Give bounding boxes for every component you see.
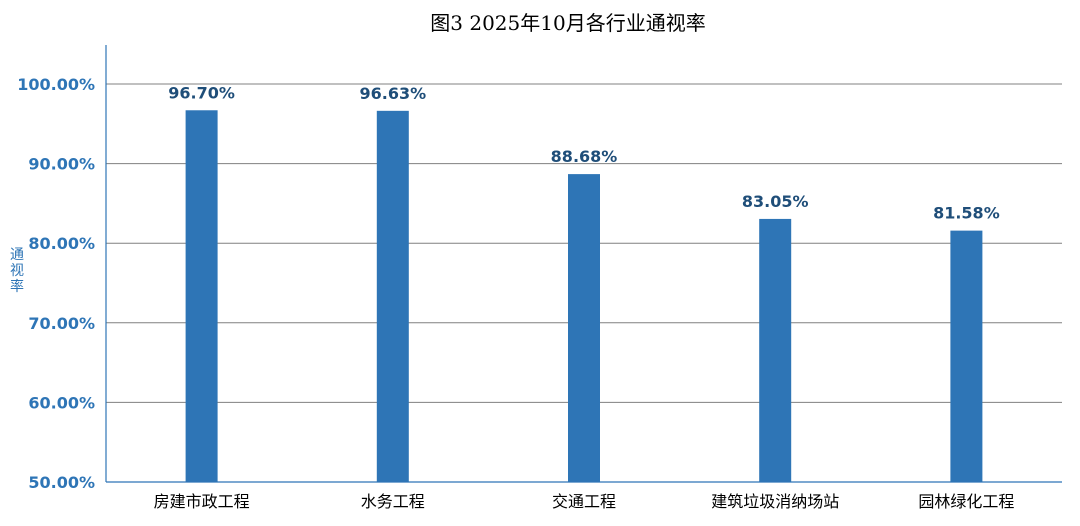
y-tick-label: 60.00% <box>28 393 95 412</box>
data-label: 83.05% <box>742 192 809 211</box>
x-tick-label: 建筑垃圾消纳场站 <box>711 492 839 511</box>
bar <box>185 110 218 482</box>
x-tick-label: 交通工程 <box>552 492 616 511</box>
data-label: 96.63% <box>359 84 426 103</box>
y-tick-label: 90.00% <box>28 155 95 174</box>
x-axis: 房建市政工程 水务工程 交通工程 建筑垃圾消纳场站 园林绿化工程 <box>106 481 1062 511</box>
x-tick-label: 园林绿化工程 <box>918 492 1014 511</box>
bar <box>568 174 600 483</box>
bar <box>376 110 409 483</box>
bar <box>759 218 792 482</box>
y-tick-label: 80.00% <box>28 234 95 253</box>
y-tick-label: 100.00% <box>17 75 95 94</box>
chart-title: 图3 2025年10月各行业通视率 <box>430 11 705 35</box>
y-axis-label: 通视率 <box>10 247 24 295</box>
data-label: 81.58% <box>933 204 1000 223</box>
bar <box>950 230 983 482</box>
x-tick-label: 房建市政工程 <box>154 492 250 511</box>
data-label: 88.68% <box>551 147 618 166</box>
y-tick-label: 50.00% <box>28 473 95 492</box>
y-axis: 50.00% 60.00% 70.00% 80.00% 90.00% 100.00% <box>17 45 107 492</box>
y-tick-label: 70.00% <box>28 314 95 333</box>
bars <box>185 110 983 483</box>
x-tick-label: 水务工程 <box>361 492 425 511</box>
data-label: 96.70% <box>168 83 235 102</box>
data-labels: 96.70% 96.63% 88.68% 83.05% 81.58% <box>168 83 999 222</box>
